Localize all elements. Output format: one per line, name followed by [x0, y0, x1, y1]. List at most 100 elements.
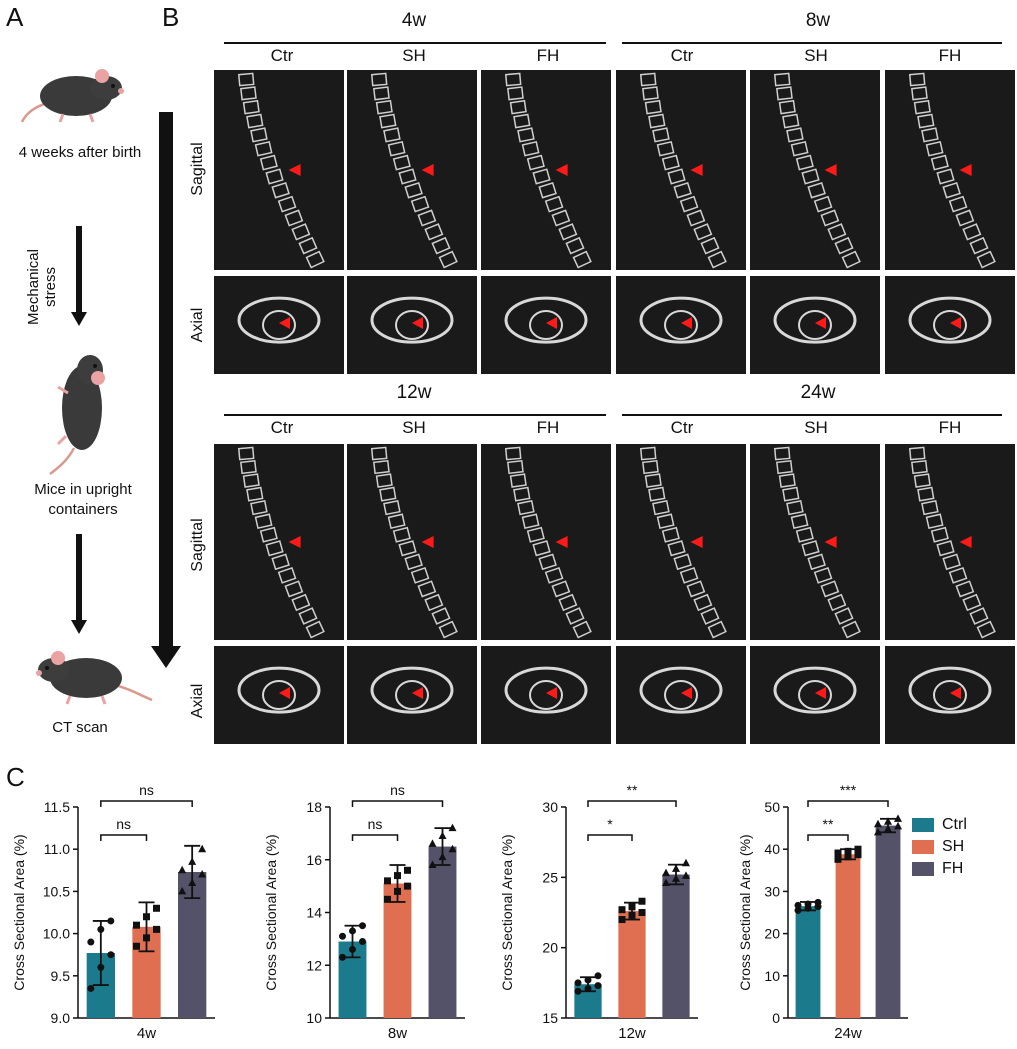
data-point [153, 925, 160, 933]
axial-ct-image-ctr [214, 646, 344, 744]
timepoint-24w: 24w [800, 382, 836, 403]
mouse-illustration-3 [18, 640, 158, 715]
axial-ct-image-sh [750, 646, 880, 744]
row-label-axial: Axial [189, 683, 206, 719]
legend: Ctrl SH FH [912, 814, 967, 880]
y-tick-label: 10 [306, 1010, 322, 1026]
legend-item-fh: FH [912, 858, 967, 880]
y-tick-label: 10.5 [43, 883, 70, 899]
data-point [133, 942, 140, 950]
y-tick-label: 10 [764, 968, 780, 984]
data-point [133, 921, 140, 929]
y-tick-label: 50 [764, 799, 780, 815]
step-caption-3: CT scan [52, 719, 108, 736]
data-point [87, 938, 95, 946]
sagittal-ct-image-sh [750, 444, 880, 640]
significance-label: ** [627, 782, 638, 798]
data-point [884, 824, 892, 832]
group-label-ctr: Ctr [670, 46, 694, 65]
flow-arrowhead-1 [71, 312, 87, 326]
sagittal-ct-image-ctr [214, 444, 344, 640]
data-point [638, 897, 646, 905]
y-tick-label: 25 [542, 869, 558, 885]
panel-letter-a: A [6, 2, 24, 32]
significance-label: ns [390, 782, 405, 798]
sagittal-ct-image-ctr [616, 70, 746, 270]
significance-label: ns [368, 816, 383, 832]
y-tick-label: 12 [306, 957, 322, 973]
data-point [394, 887, 401, 895]
x-axis-label: 4w [137, 1025, 156, 1042]
data-point [384, 895, 391, 903]
data-point [628, 911, 636, 919]
data-point [874, 827, 882, 836]
data-point [672, 874, 680, 882]
data-point [87, 984, 95, 992]
data-point [682, 871, 690, 879]
y-tick-label: 15 [542, 1010, 558, 1026]
axial-ct-image-sh [347, 276, 477, 374]
data-point [448, 844, 457, 853]
bar-chart-8w: 10 12 14 16 18 Cross Sectional Area (%) 8w ns ns [250, 775, 500, 1049]
data-point [682, 858, 690, 867]
y-axis-label: Cross Sectional Area (%) [11, 834, 27, 990]
data-point [349, 945, 356, 953]
data-point [628, 903, 636, 911]
significance-bracket [351, 800, 444, 807]
row-label-sagittal: Sagittal [189, 142, 206, 196]
axial-ct-image-fh [481, 276, 611, 374]
data-point [618, 916, 626, 924]
data-point [97, 925, 105, 933]
data-point [107, 917, 115, 925]
sagittal-ct-image-sh [750, 70, 880, 270]
step-caption-1: 4 weeks after birth [18, 144, 142, 161]
data-point [178, 886, 187, 895]
data-point [662, 868, 670, 877]
significance-bracket [587, 800, 677, 807]
y-axis-label: Cross Sectional Area (%) [263, 834, 279, 990]
legend-label: FH [942, 860, 964, 877]
data-point [874, 819, 882, 828]
bar-fh [875, 825, 901, 1018]
sagittal-ct-image-sh [347, 70, 477, 270]
data-point [188, 857, 197, 865]
data-point [97, 963, 105, 971]
group-label-ctr: Ctr [270, 418, 294, 437]
data-point [672, 864, 680, 872]
bar-chart-4w: 9.0 9.5 10.0 10.5 11.0 11.5 Cross Sectional Ar… [0, 775, 250, 1049]
data-point [438, 852, 447, 861]
data-point [198, 870, 207, 878]
data-point [153, 904, 160, 912]
data-point [574, 979, 582, 987]
data-point [618, 906, 626, 914]
timepoint-rule-12w [224, 414, 606, 416]
flow-arrow-2 [76, 534, 82, 622]
sagittal-ct-image-sh [347, 444, 477, 640]
legend-item-ctrl: Ctrl [912, 814, 967, 836]
bar-chart-24w: 0 10 20 30 40 50 Cross Sectional Area (%) 24w **… [730, 775, 910, 1049]
data-point [394, 872, 401, 880]
y-tick-label: 11.5 [44, 799, 70, 815]
step-caption-2: Mice in upright containers [34, 481, 132, 518]
data-point [143, 934, 150, 942]
sagittal-ct-image-fh [481, 70, 611, 270]
y-tick-label: 30 [542, 799, 558, 815]
axial-ct-image-ctr [616, 646, 746, 744]
y-tick-label: 11.0 [44, 841, 70, 857]
data-point [894, 821, 902, 830]
data-point [574, 987, 582, 995]
panel-letter-c: C [6, 762, 25, 792]
data-point [894, 814, 902, 822]
axial-ct-image-fh [481, 646, 611, 744]
data-point [359, 938, 366, 946]
y-tick-label: 10.0 [43, 926, 70, 942]
panel-letter-b: B [162, 2, 180, 32]
group-label-ctr: Ctr [270, 46, 294, 65]
significance-label: ns [116, 816, 131, 832]
stress-label: Mechanical stress [25, 249, 59, 325]
data-point [448, 823, 457, 832]
y-tick-label: 9.0 [51, 1010, 71, 1026]
data-point [844, 847, 852, 855]
data-point [594, 972, 602, 980]
data-point [178, 865, 187, 874]
